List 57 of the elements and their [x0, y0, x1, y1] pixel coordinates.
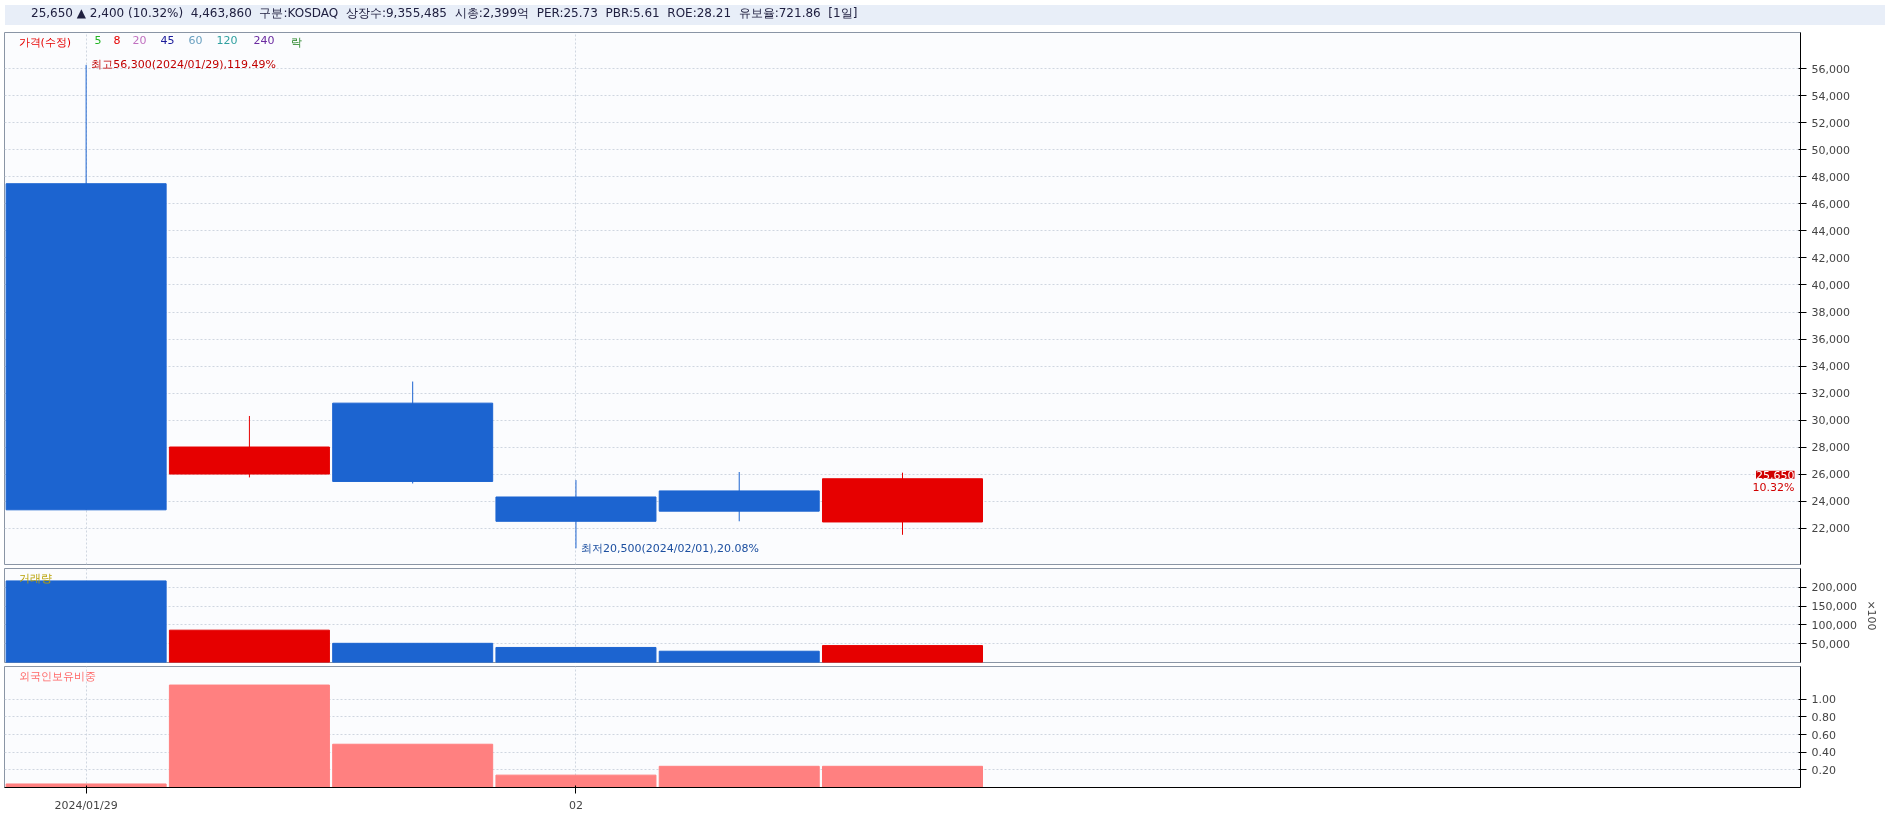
- y-tick-label: 50,000: [1811, 143, 1850, 157]
- y-tick-label: 54,000: [1811, 89, 1850, 103]
- annotation: 락: [290, 35, 302, 49]
- y-tick-label: 22,000: [1811, 522, 1850, 536]
- y-tick-label: 0.40: [1811, 746, 1836, 760]
- y-tick-label: 56,000: [1811, 62, 1850, 76]
- y-tick-label: 48,000: [1811, 170, 1850, 184]
- bar: [658, 650, 820, 663]
- bar: [332, 642, 494, 663]
- annotation: 120: [216, 33, 238, 47]
- y-tick-label: 0.20: [1811, 763, 1836, 777]
- annotation: 10.32%: [1752, 480, 1795, 494]
- bar: [822, 765, 983, 788]
- y-tick-label: 24,000: [1811, 495, 1850, 509]
- y-tick-label: 34,000: [1811, 360, 1850, 374]
- y-tick-label: 52,000: [1811, 116, 1850, 130]
- y-tick-label: 0.60: [1811, 728, 1836, 742]
- y-tick-label: 36,000: [1811, 333, 1850, 347]
- annotation: 최저20,500(2024/02/01),20.08%: [580, 541, 759, 555]
- annotation: 60: [188, 33, 203, 47]
- annotation: 최고56,300(2024/01/29),119.49%: [91, 58, 277, 72]
- y-tick-label: 42,000: [1811, 251, 1850, 265]
- annotation: 5: [94, 33, 102, 47]
- y-tick-label: 38,000: [1811, 306, 1850, 319]
- bar: [495, 646, 657, 663]
- bar: [5, 783, 167, 788]
- annotation: 8: [113, 33, 121, 47]
- chart-title: 가격(수정): [18, 35, 72, 49]
- annotation: 20: [132, 33, 147, 47]
- y-tick-label: 28,000: [1811, 441, 1850, 455]
- y-tick-label: 0.80: [1811, 710, 1836, 724]
- y-tick-label: 200,000: [1811, 581, 1857, 595]
- y-tick-label: 40,000: [1811, 279, 1850, 292]
- bar: [495, 774, 657, 788]
- bar: [822, 645, 983, 663]
- y-tick-label: 100,000: [1811, 618, 1857, 632]
- x-tick-label: 2024/01/29: [54, 798, 118, 812]
- y-tick-label: 26,000: [1811, 468, 1850, 482]
- chart-subtitle: 25,650 ▲ 2,400 (10.32%) 4,463,860 구분:KOSDAQ 상장수:9,355,485 시총:2,399억 PER:25.73 PBR:5.61 ROE:28.21 유보율:721.86 [1일]: [31, 5, 858, 22]
- y-tick-label: 44,000: [1811, 224, 1850, 238]
- bar: [658, 765, 820, 788]
- y-tick-label: 30,000: [1811, 414, 1850, 428]
- x-tick-label: 02: [568, 798, 583, 812]
- y-tick-label: 50,000: [1811, 637, 1850, 651]
- chart-title: 외국인보유비중: [18, 669, 96, 683]
- y-tick-label: 46,000: [1811, 197, 1850, 211]
- annotation: 45: [160, 33, 175, 47]
- annotation: 25,650: [1756, 468, 1795, 482]
- y-axis-title: ×100: [1864, 600, 1878, 631]
- chart-title: 거래량: [18, 571, 52, 585]
- annotation: 240: [253, 33, 275, 47]
- bar: [168, 629, 330, 663]
- y-tick-label: 32,000: [1811, 387, 1850, 401]
- bar: [168, 684, 330, 788]
- y-tick-label: 150,000: [1811, 600, 1857, 614]
- y-tick-label: 1.00: [1811, 693, 1836, 707]
- bar: [332, 743, 494, 788]
